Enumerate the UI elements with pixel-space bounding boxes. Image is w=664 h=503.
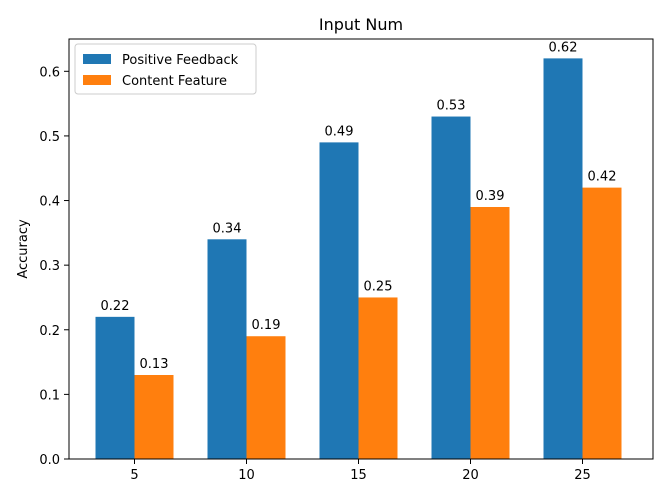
bar-positive-feedback-15 — [319, 142, 359, 459]
y-tick-label: 0.5 — [39, 130, 60, 145]
bar-content-feature-15 — [358, 297, 398, 459]
bar-positive-feedback-25 — [543, 58, 583, 460]
bar-positive-feedback-10 — [207, 239, 247, 459]
bar-content-feature-5 — [134, 375, 174, 459]
bar-content-feature-20 — [470, 207, 510, 459]
x-tick-label: 25 — [574, 468, 591, 483]
bars — [95, 58, 622, 460]
axes: 0.0 0.1 0.2 0.3 0.4 0.5 0.6 5 10 15 20 25 — [39, 38, 654, 483]
y-tick-label: 0.4 — [39, 195, 60, 210]
bar-positive-feedback-20 — [431, 116, 471, 460]
legend: Positive Feedback Content Feature — [74, 43, 257, 95]
data-labels: 0.22 0.34 0.49 0.53 0.62 0.13 0.19 0.25 0.39 0.42 — [101, 40, 617, 372]
data-label: 0.13 — [140, 357, 169, 372]
legend-frame — [74, 43, 257, 95]
legend-label: Positive Feedback — [122, 53, 239, 68]
data-label: 0.25 — [364, 279, 393, 294]
x-tick-label: 20 — [462, 468, 479, 483]
data-label: 0.19 — [252, 318, 281, 333]
y-tick-label: 0.0 — [39, 453, 60, 468]
data-label: 0.53 — [437, 99, 466, 114]
data-label: 0.62 — [549, 40, 578, 55]
x-tick-label: 5 — [130, 468, 138, 483]
data-label: 0.42 — [588, 170, 617, 185]
chart-title: Input Num — [319, 15, 403, 34]
y-axis-label: Accuracy — [16, 219, 31, 279]
y-tick-label: 0.1 — [39, 388, 60, 403]
legend-swatch — [83, 75, 111, 85]
bar-content-feature-25 — [582, 187, 622, 459]
legend-label: Content Feature — [122, 74, 227, 89]
data-label: 0.39 — [476, 189, 505, 204]
y-tick-label: 0.2 — [39, 324, 60, 339]
bar-positive-feedback-5 — [95, 316, 135, 459]
data-label: 0.49 — [325, 124, 354, 139]
legend-swatch — [83, 54, 111, 64]
x-tick-label: 10 — [238, 468, 255, 483]
y-tick-label: 0.6 — [39, 65, 60, 80]
x-tick-label: 15 — [350, 468, 367, 483]
data-label: 0.22 — [101, 299, 130, 314]
plot-frame — [68, 38, 654, 460]
bar-content-feature-10 — [246, 336, 286, 459]
data-label: 0.34 — [213, 221, 242, 236]
y-tick-label: 0.3 — [39, 259, 60, 274]
